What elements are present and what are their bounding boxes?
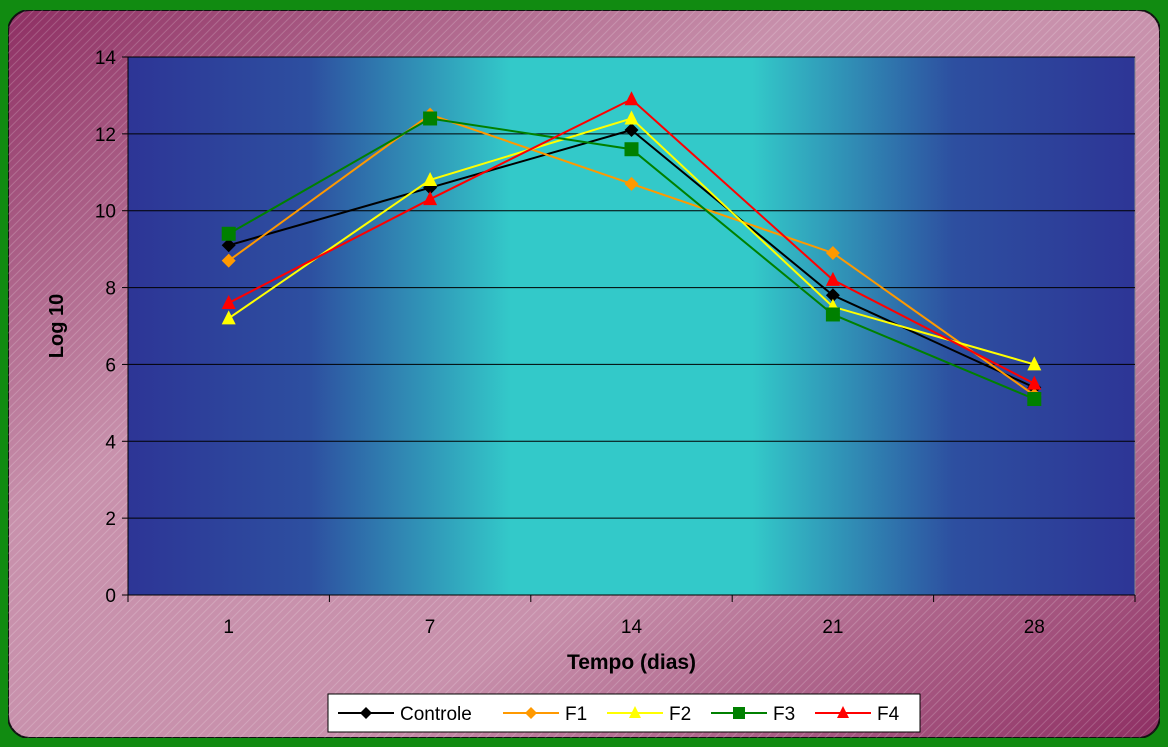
y-tick-label: 2 (105, 509, 116, 530)
data-point (1027, 392, 1042, 407)
data-point (624, 123, 639, 138)
data-point (624, 91, 639, 106)
axes: 0 2 4 6 8 10 12 14 1 7 14 21 28 (95, 48, 1136, 638)
data-point (1027, 356, 1042, 371)
x-tick-label: 1 (223, 617, 234, 638)
series-f4 (221, 91, 1042, 390)
data-point (825, 245, 840, 260)
x-axis-label: Tempo (dias) (567, 651, 696, 674)
data-point (221, 226, 236, 241)
data-point (221, 294, 236, 309)
y-tick-label: 4 (105, 432, 116, 453)
data-point (423, 191, 438, 206)
data-point (825, 288, 840, 303)
legend-label: F1 (565, 704, 587, 725)
x-tick-label: 21 (822, 617, 843, 638)
chart-frame: 0 2 4 6 8 10 12 14 1 7 14 21 28 Tempo (dias) Log 10 … (7, 9, 1161, 739)
y-tick-label: 10 (95, 202, 116, 223)
legend-item-f2: F2 (607, 704, 691, 725)
y-tick-label: 0 (105, 586, 116, 607)
legend-swatch-marker (360, 707, 372, 719)
x-tick-label: 14 (621, 617, 643, 638)
data-point (624, 142, 639, 157)
legend-swatch-marker (733, 707, 745, 719)
data-point (825, 271, 840, 286)
legend: Controle F1 F2 F3 F4 (327, 693, 921, 733)
legend-item-f1: F1 (503, 704, 587, 725)
legend-label: Controle (400, 704, 472, 725)
legend-item-controle: Controle (338, 704, 472, 725)
legend-label: F2 (669, 704, 691, 725)
series-f3 (221, 111, 1042, 407)
legend-item-f4: F4 (815, 704, 900, 725)
x-tick-label: 7 (425, 617, 436, 638)
data-point (825, 307, 840, 322)
data-point (221, 310, 236, 325)
y-tick-label: 14 (95, 48, 117, 69)
y-axis-label: Log 10 (46, 294, 68, 358)
data-point (1027, 375, 1042, 390)
legend-swatch-marker (525, 707, 537, 719)
y-tick-label: 8 (105, 279, 116, 300)
legend-swatch-marker (629, 706, 641, 718)
series-layer (221, 91, 1042, 407)
legend-label: F3 (773, 704, 795, 725)
legend-swatch-marker (837, 706, 849, 718)
data-point (221, 238, 236, 253)
plot-area (127, 56, 1136, 596)
x-tick-label: 28 (1024, 617, 1045, 638)
data-point (423, 171, 438, 186)
y-tick-label: 12 (95, 125, 116, 146)
y-tick-label: 6 (105, 355, 116, 376)
data-point (624, 176, 639, 191)
legend-item-f3: F3 (711, 704, 795, 725)
data-point (423, 111, 438, 126)
data-point (624, 110, 639, 125)
legend-label: F4 (877, 704, 900, 725)
